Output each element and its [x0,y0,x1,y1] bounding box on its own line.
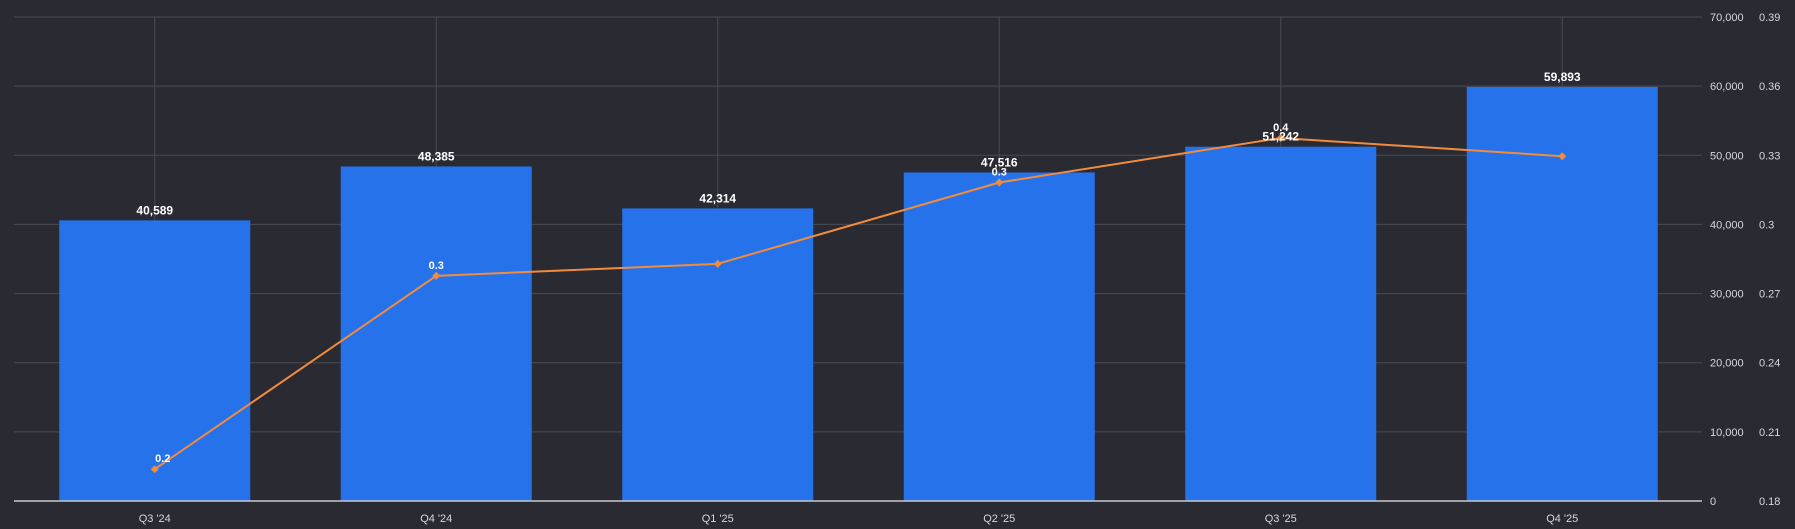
y-left-tick-label: 50,000 [1710,150,1744,162]
bar [1185,146,1377,501]
y-right-tick-label: 0.33 [1759,150,1780,162]
x-tick-label: Q3 '25 [1265,513,1297,525]
line-data-label: 0.3 [992,166,1007,178]
y-left-tick-label: 60,000 [1710,81,1744,93]
y-right-tick-label: 0.27 [1759,289,1780,301]
axes: 0 10,000 20,000 30,000 40,000 50,000 60,000 70,… [14,12,1780,525]
x-tick-label: Q4 '25 [1546,513,1578,525]
y-right-tick-label: 0.24 [1759,358,1780,370]
y-right-tick-label: 0.18 [1759,496,1780,508]
y-left-tick-label: 20,000 [1710,358,1744,370]
line-series [150,134,1567,474]
y-left-tick-label: 0 [1710,496,1716,508]
line-data-label: 0.4 [1273,122,1289,134]
line-point [432,271,441,280]
grid-layer [14,16,1702,501]
bar [622,208,814,502]
y-left-tick-label: 70,000 [1710,12,1744,24]
line-point [1558,152,1567,161]
y-right-tick-label: 0.3 [1759,219,1774,231]
line-point [713,259,722,268]
y-left-tick-label: 10,000 [1710,427,1744,439]
x-tick-label: Q1 '25 [702,513,734,525]
bar-data-label: 51,242 [1262,130,1299,144]
bar-data-label: 59,893 [1544,70,1581,84]
y-right-tick-label: 0.21 [1759,427,1780,439]
x-tick-label: Q3 '24 [139,513,171,525]
y-right-tick-label: 0.39 [1759,12,1780,24]
bar [59,220,251,501]
x-tick-label: Q2 '25 [983,513,1015,525]
bar-data-label: 42,314 [699,191,736,205]
bar-series [59,86,1658,502]
bar [1466,86,1658,501]
line-data-label: 0.3 [429,260,444,272]
bar [340,166,532,502]
line-path [154,137,1563,471]
x-tick-label: Q4 '24 [420,513,452,525]
bar-data-label: 47,516 [981,155,1018,169]
line-data-label: 0.2 [155,453,170,465]
line-point [1276,134,1285,142]
y-right-tick-label: 0.36 [1759,81,1780,93]
line-point [995,178,1004,187]
bar-data-label: 48,385 [418,149,455,163]
y-left-tick-label: 40,000 [1710,219,1744,231]
line-point [150,465,159,474]
data-labels: 40,589 48,385 42,314 47,516 51,242 59,893 0.2 0… [136,70,1581,465]
bar-data-label: 40,589 [136,203,173,217]
bar [903,172,1095,501]
y-left-tick-label: 30,000 [1710,289,1744,301]
